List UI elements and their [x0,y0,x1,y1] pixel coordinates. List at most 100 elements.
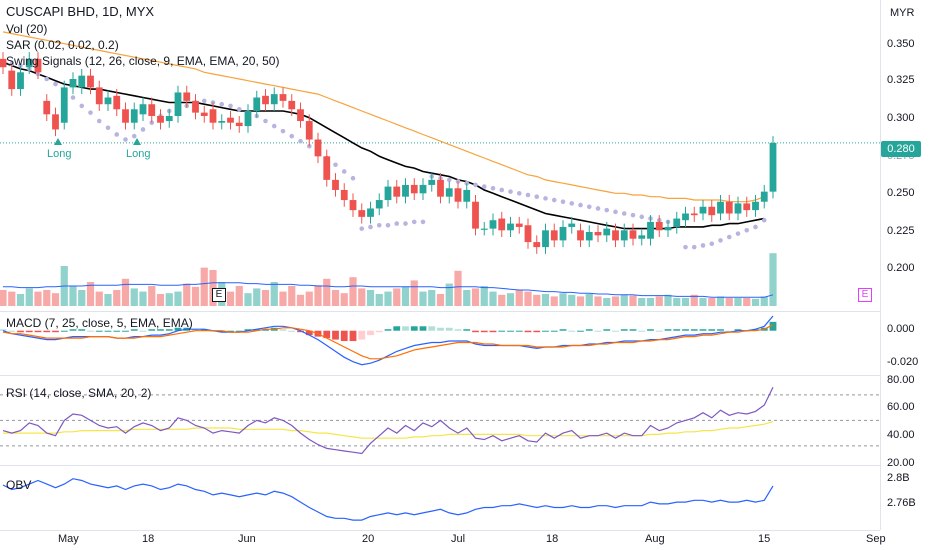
legend-swing-signals[interactable]: Swing Signals (12, 26, close, 9, EMA, EM… [6,54,280,68]
macd-histogram-bar [87,330,94,332]
macd-histogram-bar [113,330,121,332]
sar-dot [105,125,111,131]
x-tick-label: Jul [451,533,466,545]
legend-volume[interactable]: Vol (20) [6,22,48,36]
volume-bar [183,283,191,306]
candle-body [87,75,94,88]
candle-body [498,218,506,231]
volume-bar [681,298,690,306]
x-tick-label: 18 [142,533,155,545]
macd-histogram-bar [498,330,506,332]
symbol-title[interactable]: CUSCAPI BHD, 1D, MYX [6,4,155,19]
candle-body [8,70,16,90]
volume-bar [480,286,488,306]
earnings-marker-icon[interactable]: E [212,288,226,302]
volume-bar [489,291,497,306]
candle-body [533,242,541,248]
macd-histogram-bar [43,330,51,333]
macd-histogram-bar [620,329,628,331]
sar-dot [578,202,583,208]
candle-body [384,186,392,201]
macd-histogram-bar [577,330,584,332]
sar-dot [516,191,522,196]
pane-separator-macd [0,311,880,312]
candle-body [340,189,348,201]
legend-obv[interactable]: OBV [6,478,32,492]
candle-body [612,230,619,241]
y-tick-label: 40.00 [887,429,915,441]
sar-dot [621,211,627,216]
volume-bar [174,291,182,306]
macd-histogram-bar [515,330,523,332]
macd-histogram-bar [568,330,576,332]
sar-dot [368,224,373,230]
y-tick-label: 0.325 [887,74,915,86]
sar-dot [639,214,645,220]
sar-dot [385,222,391,228]
volume-bar [156,294,165,306]
volume-bar [104,294,112,306]
candle-body [559,226,567,241]
macd-histogram-bar [52,330,59,333]
y-tick-label: 0.225 [887,225,915,237]
volume-bar [401,286,410,306]
macd-histogram-bar [305,330,313,336]
candle-body [367,208,374,217]
sar-dot [53,81,58,87]
long-arrow-icon [133,138,141,145]
candle-body [463,189,471,202]
volume-bar [95,291,103,306]
macd-histogram-bar [34,330,42,333]
rsi-line [2,386,774,455]
macd-histogram-bar [454,329,462,331]
sar-dot [709,241,715,247]
candle-body [542,230,549,248]
candle-body [638,235,646,239]
legend-sar[interactable]: SAR (0.02, 0.02, 0.2) [6,38,119,52]
volume-bar [769,253,777,306]
rsi-pane [0,386,880,455]
volume-bar [384,291,392,306]
volume-bar [568,294,576,306]
legend-macd[interactable]: MACD (7, 25, close, 5, EMA, EMA) [6,316,193,330]
volume-bar [323,278,331,306]
ema50-line [2,31,765,203]
candle-body [95,87,103,105]
volume-bar [725,298,733,306]
volume-bar [270,282,278,306]
macd-histogram-bar [507,330,514,332]
macd-histogram-bar [664,329,672,331]
macd-histogram-bar [769,321,777,331]
sar-dot [280,128,286,134]
sar-dot [271,123,277,129]
macd-histogram-bar [647,329,654,331]
candle-body [60,87,68,123]
sar-dot [735,231,741,236]
candle-body [209,109,217,123]
candle-body [603,228,611,236]
macd-histogram-bar [752,329,759,331]
volume-bar [506,293,515,306]
x-tick-label: 20 [362,533,375,545]
legend-rsi[interactable]: RSI (14, close, SMA, 20, 2) [6,386,152,400]
candle-body [332,179,339,190]
macd-histogram-bar [218,330,226,333]
y-tick-label: 0.000 [887,323,915,335]
candle-body [165,115,173,122]
candle-body [577,230,584,241]
macd-histogram-bar [384,329,392,331]
macd-histogram-bar [410,326,418,331]
candle-body [620,230,628,241]
volume-bar [139,291,147,306]
volume-bar [244,293,252,306]
volume-bar [43,290,51,306]
earnings-marker-icon[interactable]: E [858,288,872,302]
volume-bar [463,290,471,306]
candle-body [708,206,716,216]
candle-body [157,115,164,123]
volume-bar [113,290,121,306]
macd-histogram-bar [594,330,602,332]
volume-bar [235,286,243,306]
macd-histogram-bar [472,330,479,333]
